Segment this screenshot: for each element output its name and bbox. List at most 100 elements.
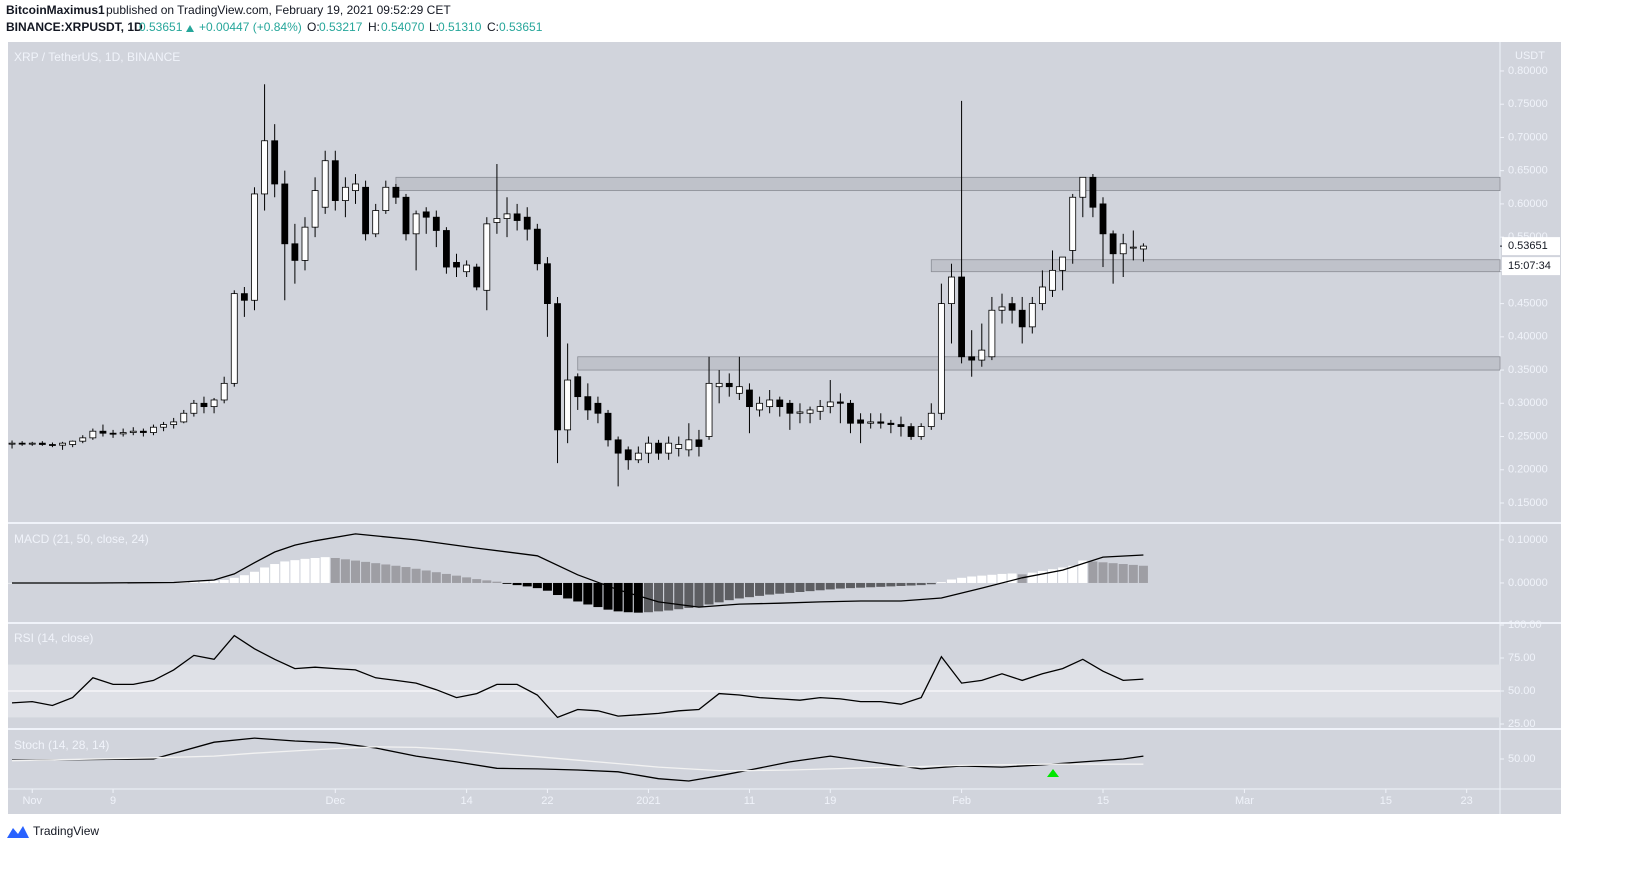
macd-histogram-bar bbox=[1108, 563, 1118, 583]
macd-histogram-bar bbox=[815, 582, 825, 591]
macd-histogram-bar bbox=[997, 573, 1007, 583]
indicator-line bbox=[12, 533, 1144, 608]
macd-histogram-bar bbox=[320, 557, 330, 583]
macd-histogram-bar bbox=[219, 579, 229, 583]
candle-body bbox=[1109, 233, 1117, 255]
price-zone bbox=[395, 176, 1501, 192]
candle-body bbox=[705, 382, 713, 437]
candle-body bbox=[321, 160, 329, 208]
candle-body bbox=[281, 183, 289, 245]
candle-body bbox=[483, 223, 491, 291]
candle-body bbox=[907, 426, 915, 437]
x-tick-label: 22 bbox=[541, 795, 553, 807]
candle-body bbox=[372, 210, 380, 235]
macd-histogram-bar bbox=[785, 582, 795, 593]
macd-histogram-bar bbox=[1128, 564, 1138, 583]
candle-body bbox=[160, 424, 167, 428]
candle-body bbox=[695, 439, 703, 447]
macd-histogram-bar bbox=[856, 582, 866, 588]
x-tick-label: 11 bbox=[744, 795, 755, 807]
macd-histogram-bar bbox=[835, 582, 845, 589]
close-value: 0.53651 bbox=[499, 20, 543, 34]
macd-histogram-bar bbox=[300, 558, 310, 583]
open-label: O: bbox=[307, 20, 320, 34]
candle-body bbox=[655, 442, 662, 454]
rsi-pane-title: RSI (14, close) bbox=[14, 631, 93, 645]
macd-histogram-bar bbox=[724, 582, 734, 601]
candle-body bbox=[109, 432, 117, 435]
candle-body bbox=[836, 401, 844, 404]
macd-histogram-bar bbox=[977, 575, 987, 583]
macd-histogram-bar bbox=[249, 571, 259, 583]
candle-body bbox=[574, 376, 582, 398]
macd-histogram-bar bbox=[189, 581, 199, 583]
macd-histogram-bar bbox=[270, 564, 280, 583]
last-price-box bbox=[1502, 237, 1560, 256]
candle-body bbox=[776, 399, 784, 408]
macd-histogram-bar bbox=[1078, 560, 1088, 583]
y-tick-label: 0.35000 bbox=[1508, 364, 1548, 376]
y-tick-label: 0.30000 bbox=[1508, 397, 1548, 409]
candle-body bbox=[826, 401, 834, 408]
macd-histogram-bar bbox=[704, 582, 714, 605]
candle-body bbox=[1018, 309, 1026, 328]
macd-histogram-bar bbox=[573, 582, 583, 602]
macd-histogram-bar bbox=[391, 565, 401, 583]
candle-body bbox=[675, 444, 683, 449]
macd-histogram-bar bbox=[411, 568, 421, 583]
x-tick-label: Mar bbox=[1235, 795, 1254, 807]
candle-body bbox=[59, 442, 66, 446]
candle-body bbox=[139, 430, 147, 433]
candle-body bbox=[584, 396, 592, 411]
macd-histogram-bar bbox=[542, 582, 552, 591]
candle-body bbox=[877, 421, 885, 424]
macd-histogram-bar bbox=[936, 582, 946, 583]
candle-body bbox=[513, 213, 521, 221]
macd-histogram-bar bbox=[623, 582, 633, 613]
candle-body bbox=[786, 402, 794, 414]
candle-body bbox=[968, 356, 976, 361]
macd-histogram-bar bbox=[583, 582, 593, 605]
macd-histogram-bar bbox=[734, 582, 744, 599]
candle-body bbox=[634, 452, 642, 461]
macd-histogram-bar bbox=[512, 582, 522, 586]
candle-body bbox=[402, 196, 410, 235]
candle-body bbox=[38, 442, 46, 445]
candle-body bbox=[554, 303, 561, 431]
macd-histogram-bar bbox=[371, 563, 381, 583]
candle-body bbox=[412, 213, 420, 235]
macd-histogram-bar bbox=[350, 560, 360, 583]
change-arrow bbox=[186, 25, 194, 32]
last-price-label: 0.53651 bbox=[1508, 240, 1548, 252]
candle-body bbox=[746, 389, 753, 408]
macd-histogram-bar bbox=[260, 567, 270, 583]
macd-histogram-bar bbox=[1068, 565, 1078, 583]
macd-histogram-bar bbox=[1088, 561, 1098, 583]
candle-body bbox=[948, 276, 955, 305]
candle-body bbox=[503, 213, 511, 219]
macd-histogram-bar bbox=[1017, 574, 1027, 583]
y-tick-label: 0.65000 bbox=[1508, 165, 1548, 177]
macd-histogram-bar bbox=[199, 581, 209, 583]
macd-histogram-bar bbox=[654, 582, 664, 612]
macd-histogram-bar bbox=[643, 582, 653, 613]
high-value: 0.54070 bbox=[381, 20, 425, 34]
candle-body bbox=[564, 379, 572, 431]
macd-histogram-bar bbox=[452, 575, 462, 583]
x-tick-label: Feb bbox=[952, 795, 971, 807]
candle-body bbox=[988, 309, 996, 358]
macd-histogram-bar bbox=[239, 575, 249, 583]
macd-histogram-bar bbox=[492, 581, 502, 583]
candle-body bbox=[230, 293, 238, 384]
candle-body bbox=[533, 228, 541, 265]
macd-histogram-bar bbox=[926, 582, 936, 585]
last-price: 0.53651 bbox=[139, 20, 183, 34]
candle-body bbox=[1129, 246, 1137, 249]
candle-body bbox=[927, 412, 935, 427]
macd-histogram-bar bbox=[290, 560, 300, 583]
candle-body bbox=[8, 442, 16, 445]
candle-body bbox=[917, 426, 925, 437]
macd-histogram-bar bbox=[755, 582, 765, 596]
macd-histogram-bar bbox=[482, 580, 492, 583]
macd-histogram-bar bbox=[886, 582, 896, 587]
